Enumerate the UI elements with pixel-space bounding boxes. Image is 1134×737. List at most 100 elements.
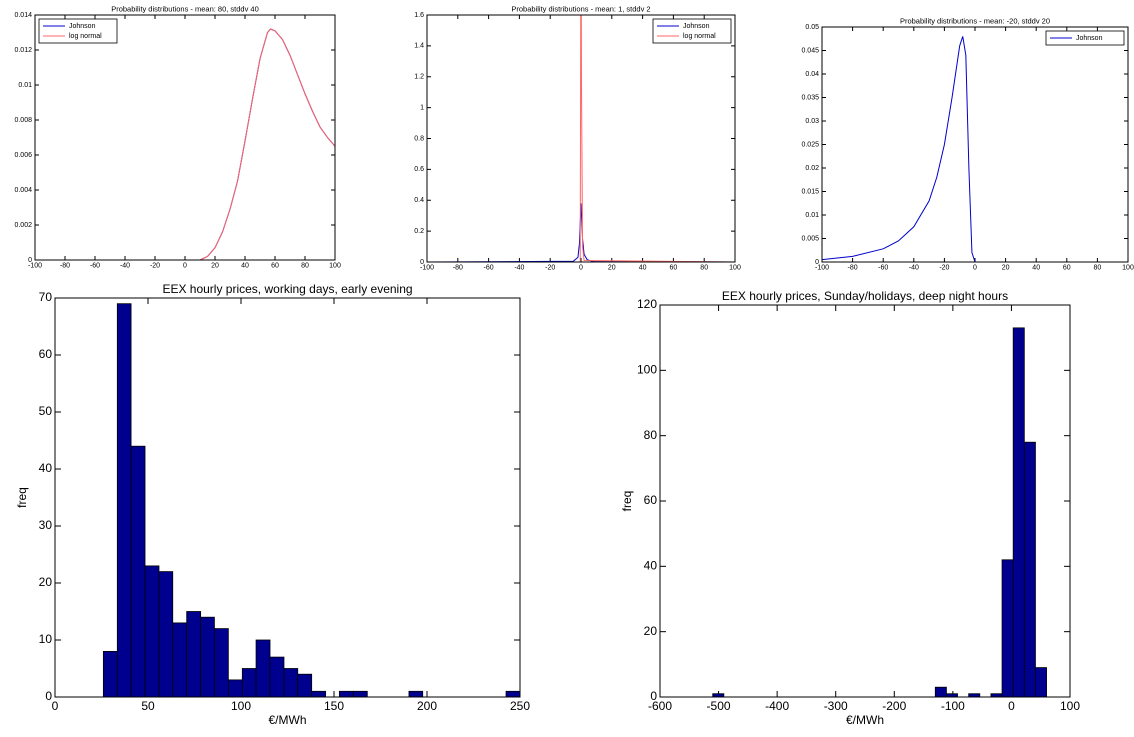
bar — [102, 651, 118, 698]
x-tick-label: -100 — [420, 264, 434, 271]
y-tick-label: 60 — [39, 347, 53, 361]
bar — [186, 611, 202, 698]
y-tick-label: 1.6 — [414, 12, 424, 19]
x-tick-label: 100 — [729, 264, 741, 271]
y-tick-label: 60 — [644, 493, 658, 507]
y-tick-label: 0 — [815, 259, 819, 266]
subplot: -600 -500 -400 -300 -200 -100 0 100 0 20 40 60 80 100… — [620, 289, 1080, 727]
bar — [158, 571, 174, 698]
x-tick-label: -40 — [514, 264, 524, 271]
y-tick-label: 0.035 — [801, 94, 819, 101]
x-tick-label: 0 — [579, 264, 583, 271]
x-axis-label: €/MWh — [846, 713, 884, 727]
bar — [934, 686, 947, 698]
y-tick-label: 40 — [39, 461, 53, 475]
y-tick-label: 1.2 — [414, 74, 424, 81]
bar — [144, 565, 160, 698]
y-tick-label: 10 — [39, 632, 53, 646]
axes-box — [54, 297, 521, 698]
bar — [311, 690, 327, 698]
subplot: 0 50 100 150 200 250 0 10 20 30 40 50 60 70 EEX hourly… — [15, 282, 530, 727]
x-tick-label: 20 — [1002, 264, 1010, 271]
y-tick-label: 0.02 — [805, 165, 819, 172]
x-tick-label: -20 — [545, 264, 555, 271]
x-tick-label: 0 — [52, 699, 59, 713]
y-tick-label: 0.045 — [801, 47, 819, 54]
x-tick-label: -100 — [941, 699, 965, 713]
chart-title: EEX hourly prices, working days, early e… — [162, 282, 412, 296]
subplot: -100 -80 -60 -40 -20 0 20 40 60 80 100 0 0.2 0.4 0.6 0.… — [414, 5, 741, 272]
bar — [1035, 667, 1047, 698]
legend-label: Johnson — [1076, 35, 1103, 42]
legend-box — [652, 18, 732, 44]
y-tick-label: 1 — [420, 104, 424, 111]
y-tick-label: 0 — [28, 257, 32, 264]
x-tick-label: 100 — [231, 699, 251, 713]
x-axis-label: €/MWh — [268, 713, 306, 727]
bar — [269, 656, 285, 698]
x-tick-label: -20 — [150, 262, 160, 269]
bar — [1023, 441, 1036, 698]
y-tick-label: 1.4 — [414, 43, 424, 50]
y-tick-label: 20 — [644, 624, 658, 638]
legend-box — [1045, 30, 1125, 46]
line-series — [822, 36, 1128, 262]
y-tick-label: 0.005 — [801, 235, 819, 242]
x-tick-label: -60 — [90, 262, 100, 269]
y-tick-label: 0.03 — [805, 118, 819, 125]
line-series — [427, 15, 735, 262]
x-tick-label: 20 — [608, 264, 616, 271]
x-tick-label: -40 — [909, 264, 919, 271]
line-series — [35, 28, 335, 260]
y-tick-label: 0.015 — [801, 188, 819, 195]
y-tick-label: 30 — [39, 518, 53, 532]
bar — [283, 668, 299, 698]
axes-box — [426, 14, 736, 263]
bar — [116, 303, 132, 698]
y-tick-label: 0.6 — [414, 166, 424, 173]
chart-title: Probability distributions - mean: -20, s… — [900, 17, 1050, 26]
y-tick-label: 0.002 — [14, 222, 32, 229]
x-tick-label: 40 — [1032, 264, 1040, 271]
y-axis-label: freq — [15, 487, 29, 508]
y-tick-label: 0 — [45, 689, 52, 703]
x-tick-label: 80 — [700, 264, 708, 271]
y-tick-label: 0.4 — [414, 197, 424, 204]
y-tick-label: 20 — [39, 575, 53, 589]
x-tick-label: 60 — [1063, 264, 1071, 271]
bar — [352, 690, 368, 698]
y-tick-label: 0.01 — [18, 82, 32, 89]
line-series — [35, 28, 335, 260]
x-tick-label: 100 — [329, 262, 341, 269]
x-tick-label: 80 — [301, 262, 309, 269]
y-tick-label: 0.004 — [14, 187, 32, 194]
legend-label: Johnson — [683, 23, 710, 30]
legend-box — [38, 18, 118, 44]
x-tick-label: -60 — [878, 264, 888, 271]
y-tick-label: 40 — [644, 559, 658, 573]
bar — [255, 639, 271, 698]
legend-label: Johnson — [69, 23, 96, 30]
bar — [505, 690, 521, 698]
y-axis-label: freq — [620, 491, 634, 512]
x-tick-label: 50 — [141, 699, 155, 713]
x-tick-label: 200 — [417, 699, 437, 713]
x-tick-label: 60 — [670, 264, 678, 271]
x-tick-label: -100 — [815, 264, 829, 271]
line-series — [427, 203, 735, 262]
y-tick-label: 0.014 — [14, 12, 32, 19]
y-tick-label: 0 — [420, 259, 424, 266]
legend-label: log normal — [683, 33, 716, 40]
x-tick-label: -100 — [28, 262, 42, 269]
y-tick-label: 0.01 — [805, 212, 819, 219]
bar — [1001, 559, 1014, 698]
axes-box — [34, 14, 336, 261]
y-tick-label: 100 — [637, 363, 657, 377]
axes-box — [821, 26, 1129, 263]
x-tick-label: -20 — [939, 264, 949, 271]
x-tick-label: -80 — [848, 264, 858, 271]
x-tick-label: -80 — [60, 262, 70, 269]
x-tick-label: 40 — [639, 264, 647, 271]
x-tick-label: 0 — [1008, 699, 1015, 713]
